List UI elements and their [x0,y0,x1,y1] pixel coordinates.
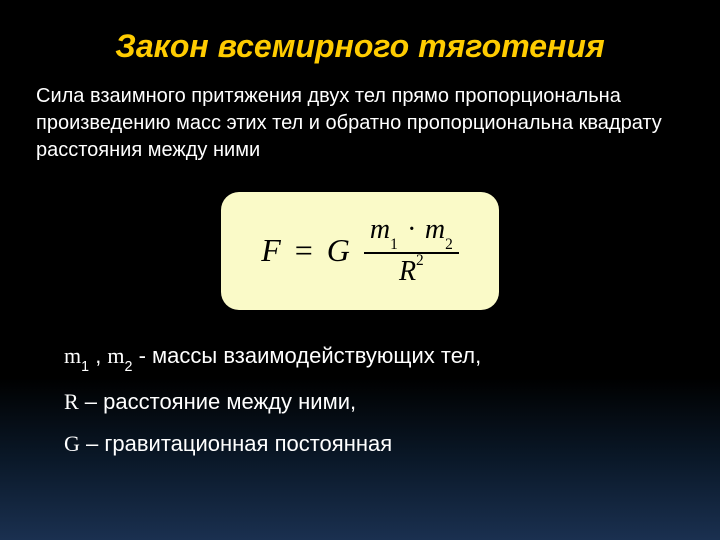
formula-R-sup: 2 [416,252,424,269]
def-constant: G – гравитационная постоянная [64,430,720,459]
def-m2: m [107,343,124,368]
formula-R: R [399,256,416,287]
formula-m2-sub: 2 [445,236,453,253]
def-masses: m1 , m2 - массы взаимодействующих тел, [64,342,720,374]
def-m2-sub: 2 [125,359,133,375]
formula-dot: · [408,214,415,245]
def-R: R [64,389,79,414]
formula-F: F [261,232,281,268]
formula-container: F = G m1 · m2 R2 [0,192,720,310]
formula-m1: m [370,214,390,245]
formula-box: F = G m1 · m2 R2 [221,192,499,310]
formula-fraction: m1 · m2 R2 [364,214,459,288]
formula-left: F = G [261,232,350,269]
def-constant-text: – гравитационная постоянная [80,431,392,456]
def-sep: , [89,343,107,368]
formula-denominator: R2 [399,254,424,288]
definitions: m1 , m2 - массы взаимодействующих тел, R… [0,342,720,459]
def-masses-text: - массы взаимодействующих тел, [133,343,482,368]
formula-G: G [327,232,350,268]
formula-numerator: m1 · m2 [364,214,459,254]
law-description: Сила взаимного притяжения двух тел прямо… [0,83,720,164]
def-distance: R – расстояние между ними, [64,388,720,417]
def-m1-sub: 1 [81,359,89,375]
def-G: G [64,431,80,456]
def-distance-text: – расстояние между ними, [79,389,356,414]
formula-m2: m [425,214,445,245]
def-m1: m [64,343,81,368]
formula-m1-sub: 1 [390,236,398,253]
formula-equals: = [295,232,313,268]
page-title: Закон всемирного тяготения [0,0,720,83]
